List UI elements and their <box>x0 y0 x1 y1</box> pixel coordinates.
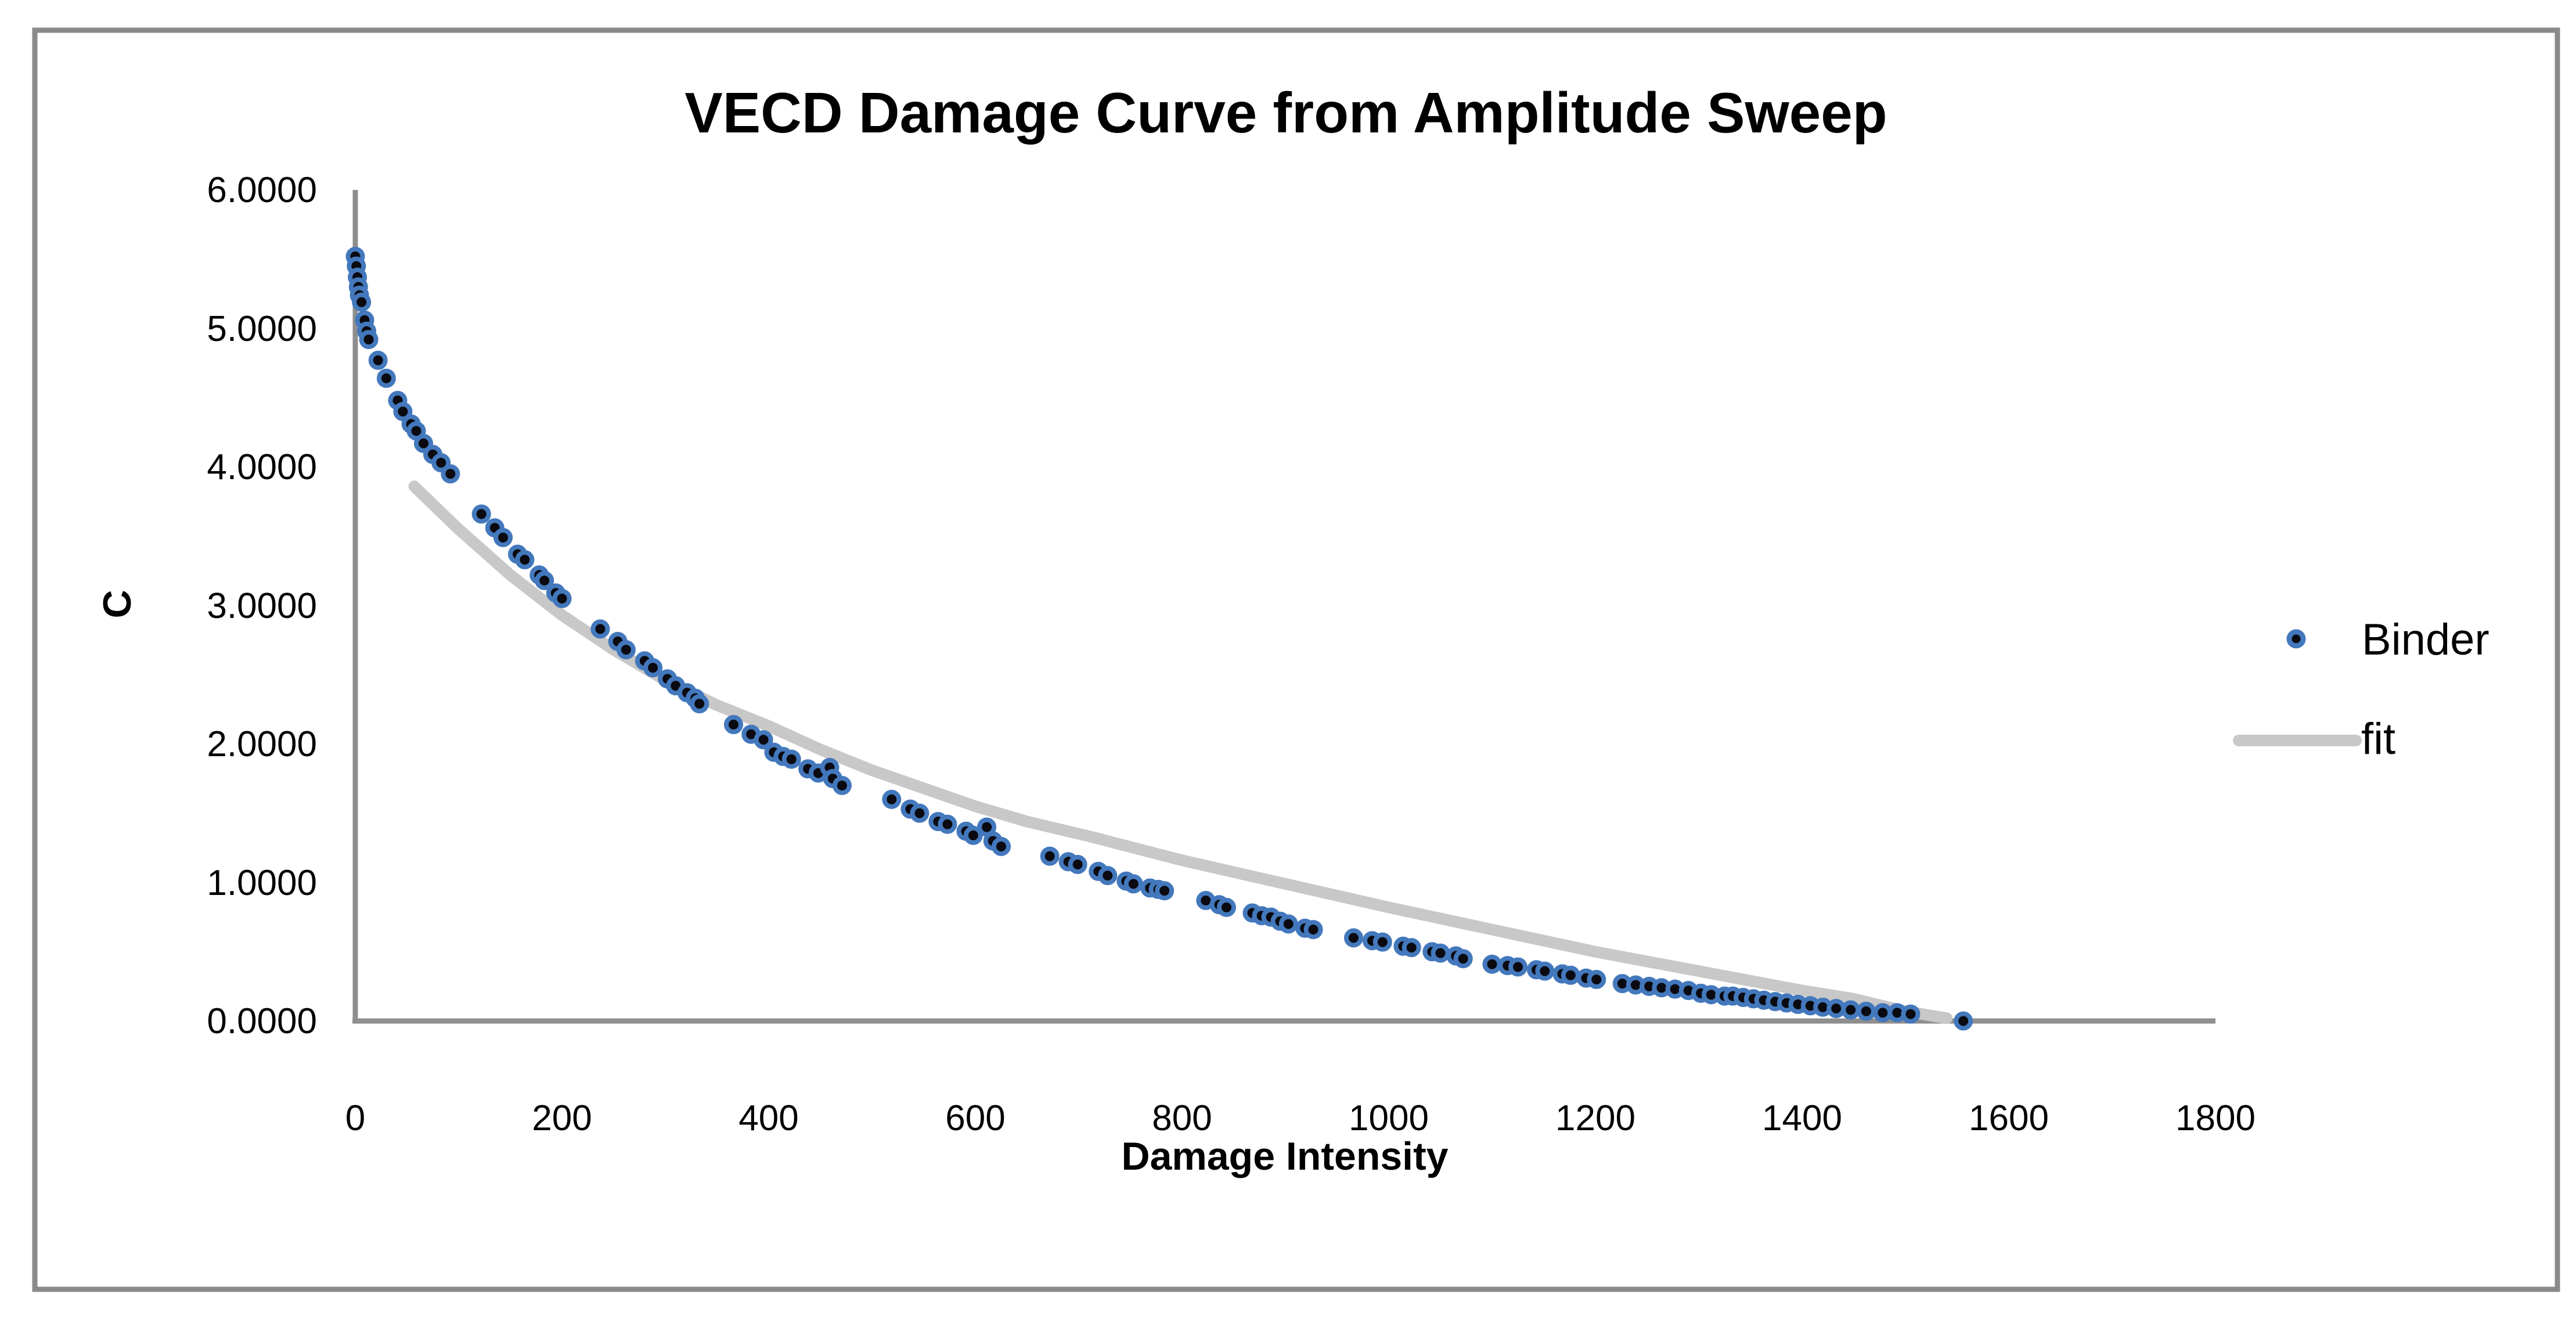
x-tick-labels: 0 200 400 600 800 1000 1200 1400 1600 1800 <box>345 1098 2256 1138</box>
binder-point <box>393 402 413 422</box>
y-tick-label: 3.0000 <box>207 586 317 626</box>
binder-point <box>882 789 902 809</box>
binder-point <box>1278 914 1298 934</box>
chart-title: VECD Damage Curve from Amplitude Sweep <box>684 81 1887 145</box>
y-tick-labels: 0.0000 1.0000 2.0000 3.0000 4.0000 5.0000 6.00… <box>207 170 317 1041</box>
binder-point <box>1402 938 1421 958</box>
binder-point <box>1587 970 1606 989</box>
binder-point <box>992 837 1011 856</box>
binder-point <box>832 776 852 795</box>
binder-point <box>1068 855 1087 874</box>
binder-point <box>471 504 491 524</box>
legend-binder-label: Binder <box>2362 615 2489 664</box>
binder-point <box>781 749 801 769</box>
binder-point <box>359 330 379 350</box>
y-tick-label: 5.0000 <box>207 309 317 349</box>
x-tick-label: 200 <box>532 1098 592 1138</box>
binder-point <box>1901 1004 1921 1024</box>
binder-point <box>441 464 460 484</box>
chart-frame-border <box>32 27 2560 1292</box>
binder-point <box>1841 1000 1861 1020</box>
binder-point <box>1535 961 1555 981</box>
binder-point <box>552 589 572 609</box>
y-tick-label: 4.0000 <box>207 447 317 487</box>
binder-point <box>938 814 957 834</box>
binder-point <box>1954 1011 1973 1031</box>
y-tick-label: 1.0000 <box>207 863 317 903</box>
x-tick-label: 0 <box>345 1098 365 1138</box>
x-tick-label: 400 <box>738 1098 798 1138</box>
binder-point <box>690 694 709 714</box>
binder-point <box>1372 932 1392 952</box>
y-tick-label: 6.0000 <box>207 170 317 210</box>
binder-point <box>724 715 743 735</box>
binder-point <box>1344 928 1363 948</box>
x-tick-label: 1600 <box>1969 1098 2049 1138</box>
binder-points <box>345 247 1973 1031</box>
binder-point <box>1040 846 1060 866</box>
y-tick-label: 2.0000 <box>207 724 317 764</box>
binder-point <box>1561 965 1580 985</box>
y-axis-title: C <box>95 589 139 618</box>
binder-point <box>1453 949 1473 969</box>
binder-point <box>1431 943 1450 963</box>
y-tick-label: 0.0000 <box>207 1001 317 1041</box>
binder-point <box>963 825 983 845</box>
binder-point <box>1155 881 1174 901</box>
binder-point <box>616 640 636 660</box>
x-tick-label: 1000 <box>1349 1098 1429 1138</box>
binder-point <box>535 571 554 591</box>
binder-point <box>352 292 372 312</box>
x-tick-label: 1400 <box>1762 1098 1842 1138</box>
binder-point <box>643 658 663 678</box>
binder-point <box>1303 920 1323 940</box>
binder-point <box>754 730 773 750</box>
x-axis-title: Damage Intensity <box>1121 1134 1448 1178</box>
x-tick-label: 800 <box>1152 1098 1212 1138</box>
binder-point <box>376 368 396 388</box>
binder-point <box>1856 1001 1876 1021</box>
binder-point <box>493 528 513 548</box>
binder-point <box>1508 957 1527 977</box>
y-axis: 0.0000 1.0000 2.0000 3.0000 4.0000 5.0000 6.00… <box>95 170 358 1041</box>
binder-point <box>1217 897 1236 917</box>
legend-fit-label: fit <box>2361 714 2395 764</box>
fit-curve <box>408 480 1953 1024</box>
binder-point <box>1098 866 1118 886</box>
legend: Binder fit <box>2233 615 2489 764</box>
legend-binder-marker <box>2286 629 2306 649</box>
binder-point <box>515 550 535 570</box>
binder-point <box>368 350 388 370</box>
binder-point <box>590 619 610 639</box>
x-tick-label: 600 <box>945 1098 1005 1138</box>
binder-point <box>910 803 929 823</box>
binder-point <box>1123 874 1143 894</box>
x-axis: 0 200 400 600 800 1000 1200 1400 1600 1800 Damage… <box>345 1018 2256 1178</box>
x-tick-label: 1800 <box>2175 1098 2256 1138</box>
x-tick-label: 1200 <box>1555 1098 1635 1138</box>
binder-point <box>1482 954 1502 974</box>
